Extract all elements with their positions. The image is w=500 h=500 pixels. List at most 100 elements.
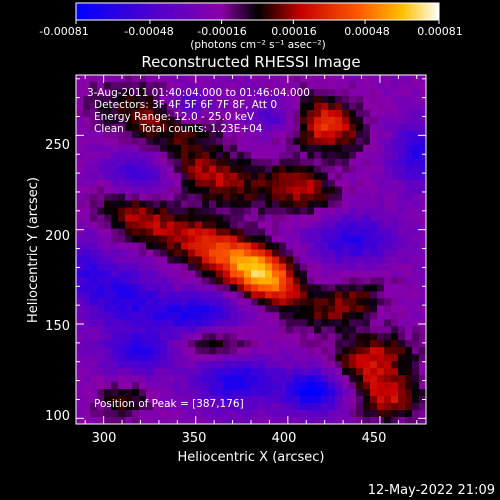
heatmap-cell bbox=[391, 284, 399, 292]
heatmap-cell bbox=[146, 151, 154, 160]
heatmap-cell bbox=[104, 263, 112, 272]
heatmap-cell bbox=[251, 116, 259, 125]
heatmap-cell bbox=[230, 81, 238, 90]
heatmap-cell bbox=[384, 389, 392, 397]
heatmap-cell bbox=[419, 354, 426, 362]
heatmap-cell bbox=[216, 144, 224, 153]
heatmap-cell bbox=[300, 81, 308, 90]
heatmap-cell bbox=[223, 116, 231, 125]
heatmap-cell bbox=[349, 137, 357, 146]
heatmap-cell bbox=[97, 326, 105, 334]
heatmap-cell bbox=[258, 417, 266, 424]
heatmap-cell bbox=[419, 403, 426, 411]
heatmap-cell bbox=[335, 193, 343, 202]
heatmap-cell bbox=[314, 228, 322, 237]
heatmap-cell bbox=[258, 200, 266, 209]
heatmap-cell bbox=[398, 137, 406, 146]
heatmap-cell bbox=[307, 179, 315, 188]
heatmap-cell bbox=[76, 319, 84, 327]
heatmap-cell bbox=[328, 326, 336, 334]
heatmap-cell bbox=[174, 249, 182, 258]
heatmap-cell bbox=[356, 75, 364, 83]
heatmap-cell bbox=[265, 333, 273, 341]
heatmap-cell bbox=[321, 221, 329, 230]
heatmap-cell bbox=[160, 95, 168, 104]
heatmap-cell bbox=[132, 109, 140, 118]
heatmap-cell bbox=[195, 151, 203, 160]
heatmap-cell bbox=[370, 417, 378, 424]
heatmap-cell bbox=[132, 347, 140, 355]
heatmap-cell bbox=[174, 326, 182, 334]
heatmap-cell bbox=[370, 333, 378, 341]
heatmap-cell bbox=[251, 256, 259, 265]
heatmap-cell bbox=[118, 263, 126, 272]
heatmap-cell bbox=[286, 193, 294, 202]
heatmap-cell bbox=[83, 221, 91, 230]
heatmap-cell bbox=[167, 235, 175, 244]
heatmap-cell bbox=[90, 75, 98, 83]
heatmap-cell bbox=[391, 326, 399, 334]
heatmap-cell bbox=[377, 165, 385, 174]
heatmap-cell bbox=[391, 95, 399, 104]
heatmap-cell bbox=[167, 333, 175, 341]
heatmap-cell bbox=[104, 361, 112, 369]
heatmap-cell bbox=[391, 375, 399, 383]
heatmap-cell bbox=[377, 102, 385, 111]
heatmap-cell bbox=[377, 417, 385, 424]
heatmap-cell bbox=[209, 179, 217, 188]
heatmap-cell bbox=[83, 249, 91, 258]
heatmap-cell bbox=[405, 158, 413, 167]
heatmap-cell bbox=[286, 305, 294, 313]
heatmap-cell bbox=[90, 249, 98, 258]
heatmap-cell bbox=[265, 228, 273, 237]
heatmap-cell bbox=[335, 102, 343, 111]
heatmap-cell bbox=[104, 242, 112, 251]
heatmap-cell bbox=[195, 130, 203, 139]
heatmap-cell bbox=[321, 354, 329, 362]
heatmap-cell bbox=[412, 347, 420, 355]
heatmap-cell bbox=[405, 284, 413, 292]
heatmap-cell bbox=[244, 263, 252, 272]
heatmap-cell bbox=[216, 102, 224, 111]
heatmap-cell bbox=[314, 333, 322, 341]
heatmap-cell bbox=[384, 130, 392, 139]
heatmap-cell bbox=[237, 214, 245, 223]
heatmap-cell bbox=[251, 277, 259, 285]
heatmap-cell bbox=[237, 382, 245, 390]
heatmap-cell bbox=[356, 214, 364, 223]
heatmap-cell bbox=[258, 284, 266, 292]
heatmap-cell bbox=[342, 396, 350, 404]
heatmap-cell bbox=[412, 123, 420, 132]
heatmap-cell bbox=[398, 242, 406, 251]
heatmap-cell bbox=[272, 193, 280, 202]
heatmap-cell bbox=[146, 389, 154, 397]
heatmap-cell bbox=[90, 375, 98, 383]
heatmap-cell bbox=[384, 270, 392, 279]
heatmap-cell bbox=[258, 123, 266, 132]
heatmap-cell bbox=[97, 179, 105, 188]
heatmap-cell bbox=[286, 88, 294, 97]
heatmap-cell bbox=[125, 326, 133, 334]
heatmap-cell bbox=[272, 368, 280, 376]
heatmap-cell bbox=[237, 179, 245, 188]
heatmap-cell bbox=[279, 333, 287, 341]
heatmap-cell bbox=[314, 298, 322, 306]
heatmap-cell bbox=[286, 375, 294, 383]
heatmap-cell bbox=[279, 193, 287, 202]
heatmap-cell bbox=[286, 144, 294, 153]
heatmap-cell bbox=[167, 284, 175, 292]
heatmap-cell bbox=[188, 137, 196, 146]
heatmap-cell bbox=[405, 242, 413, 251]
heatmap-cell bbox=[398, 389, 406, 397]
heatmap-cell bbox=[363, 151, 371, 160]
heatmap-cell bbox=[307, 109, 315, 118]
heatmap-cell bbox=[118, 123, 126, 132]
heatmap-cell bbox=[328, 410, 336, 418]
heatmap-cell bbox=[300, 200, 308, 209]
heatmap-cell bbox=[104, 214, 112, 223]
heatmap-cell bbox=[251, 228, 259, 237]
heatmap-cell bbox=[272, 340, 280, 348]
heatmap-cell bbox=[307, 102, 315, 111]
heatmap-cell bbox=[405, 172, 413, 181]
heatmap-cell bbox=[349, 158, 357, 167]
